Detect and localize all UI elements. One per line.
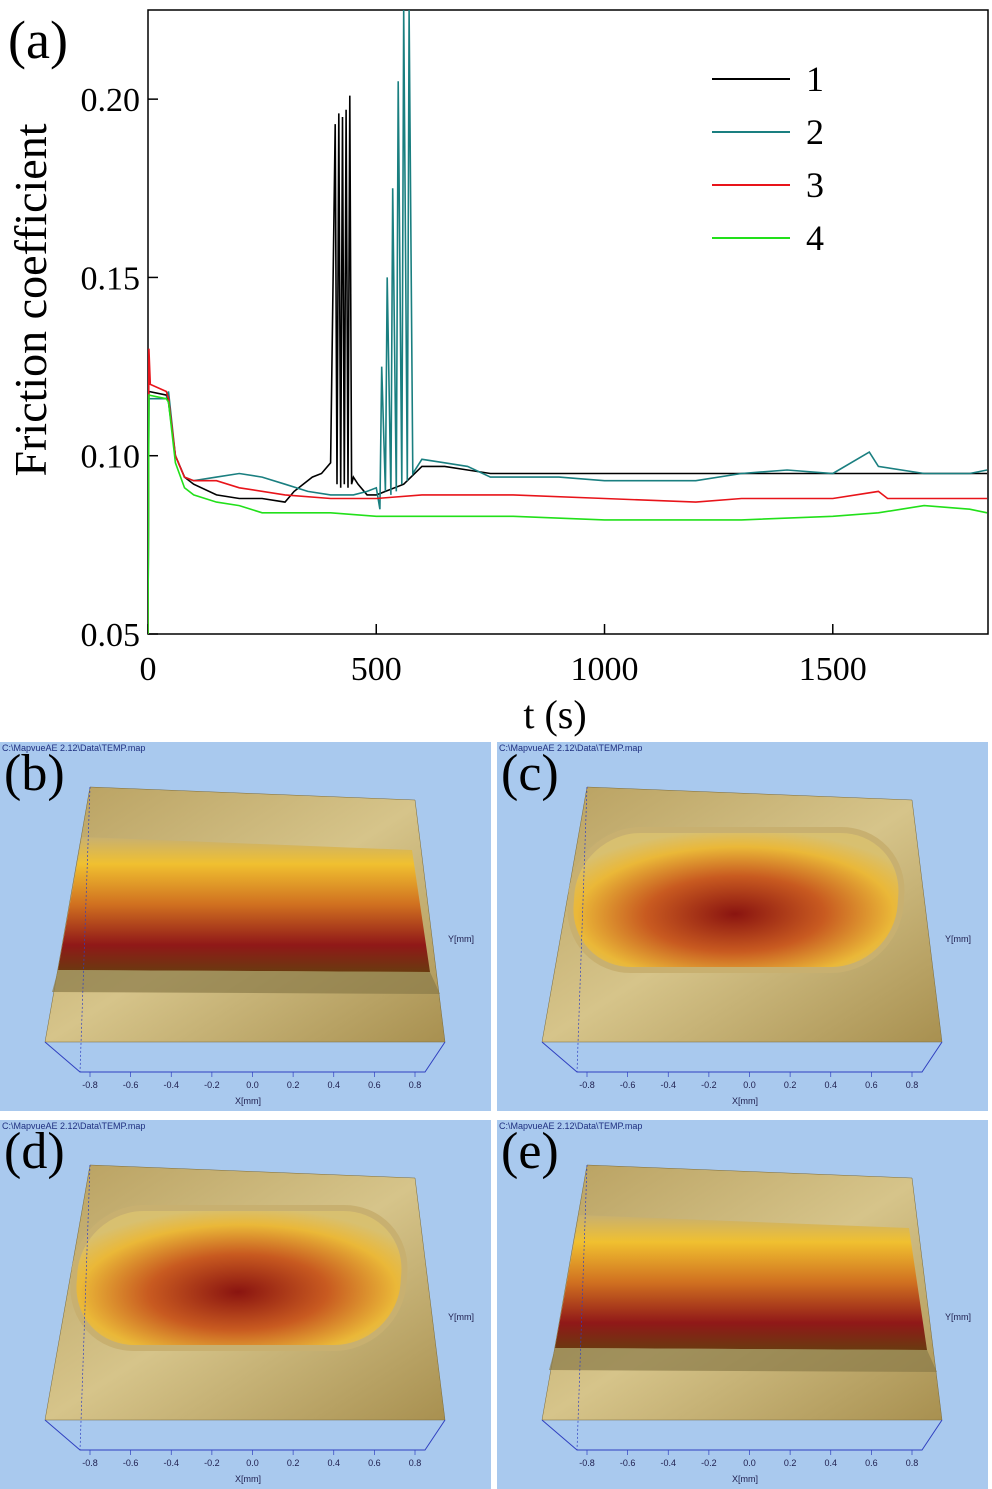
x-tick-label: -0.4 [163,1080,179,1090]
x-tick-label: 0.6 [368,1458,381,1468]
y-axis-label: Y[mm] [448,934,474,944]
x-tick-label: 0.8 [409,1080,422,1090]
x-tick-label: 0.2 [784,1458,797,1468]
bounding-box [576,1164,588,1451]
x-tick-label: 1000 [571,651,639,688]
y-tick-label: 0.10 [81,439,141,476]
x-tick-label: 0.8 [906,1080,919,1090]
legend-label: 3 [806,165,824,205]
y-tick-label: 0.05 [81,617,141,654]
file-path: C:\MapvueAE 2.12\Data\TEMP.map [499,1121,642,1131]
x-tick-label: -0.8 [579,1458,595,1468]
legend-label: 1 [806,59,824,99]
panel-label: (c) [501,745,559,802]
y-axis-label: Y[mm] [448,1312,474,1322]
y-tick-label: 0.15 [81,260,141,297]
y-tick-label: 0.20 [81,82,141,119]
x-tick-label: -0.4 [660,1458,676,1468]
x-tick-label: 0.6 [368,1080,381,1090]
bounding-box [79,1164,91,1451]
x-axis-label: X[mm] [732,1474,758,1484]
chart-a: (a) Friction coefficient t (s) 0.05 0.10 0… [5,9,989,737]
y-axis-label: Y[mm] [945,1312,971,1322]
track-wall [549,1348,937,1372]
x-tick-label: -0.2 [701,1458,717,1468]
x-tick-label: 0.8 [409,1458,422,1468]
x-tick-label: -0.2 [204,1458,220,1468]
panel-label: (a) [8,10,68,70]
x-tick-label: 0.0 [246,1458,259,1468]
series-line [148,10,988,634]
x-tick-label: -0.6 [123,1458,139,1468]
x-tick-label: 0.4 [824,1080,837,1090]
x-tick-label: 0.2 [287,1080,300,1090]
x-tick-label: -0.8 [82,1458,98,1468]
x-tick-label: 0 [140,651,157,688]
file-path: C:\MapvueAE 2.12\Data\TEMP.map [499,743,642,753]
x-tick-label: -0.4 [660,1080,676,1090]
bounding-box [79,786,91,1073]
file-path: C:\MapvueAE 2.12\Data\TEMP.map [2,743,145,753]
surface-panel: C:\MapvueAE 2.12\Data\TEMP.map(c) Y[mm] -0… [497,742,988,1111]
plot-frame [147,9,989,635]
series-line [148,348,988,634]
x-tick-label: 1500 [799,651,867,688]
x-tick-label: 0.4 [327,1458,340,1468]
surface-panel: C:\MapvueAE 2.12\Data\TEMP.map(d) Y[mm] -0… [0,1120,491,1489]
x-tick-label: 0.2 [784,1080,797,1090]
surface-panels: C:\MapvueAE 2.12\Data\TEMP.map(b)Y[mm]-0… [0,742,988,1489]
x-axis-label: X[mm] [235,1096,261,1106]
y-axis-label: Friction coefficient [5,123,56,476]
x-tick-label: -0.6 [620,1080,636,1090]
bounding-box [576,786,588,1073]
x-tick-label: -0.2 [204,1080,220,1090]
panel-label: (e) [501,1123,559,1180]
wear-track [567,827,905,973]
x-axis-label: X[mm] [732,1096,758,1106]
legend-label: 2 [806,112,824,152]
x-tick-label: -0.8 [579,1080,595,1090]
x-tick-label: 0.8 [906,1458,919,1468]
surface-panel: C:\MapvueAE 2.12\Data\TEMP.map(b) Y[mm] -0… [0,742,491,1111]
x-tick-label: -0.6 [123,1080,139,1090]
surface-panel: C:\MapvueAE 2.12\Data\TEMP.map(e) Y[mm] -0… [497,1120,988,1489]
wear-track [58,837,430,972]
track-wall [52,970,440,994]
wear-track [70,1205,408,1351]
series-line [148,394,988,634]
x-tick-label: 0.0 [743,1080,756,1090]
x-tick-label: -0.2 [701,1080,717,1090]
file-path: C:\MapvueAE 2.12\Data\TEMP.map [2,1121,145,1131]
x-axis-label: X[mm] [235,1474,261,1484]
wear-track [555,1215,927,1350]
x-tick-label: -0.4 [163,1458,179,1468]
plot-lines [148,10,988,634]
x-tick-label: -0.6 [620,1458,636,1468]
legend-label: 4 [806,218,824,258]
x-axis-label: t (s) [523,692,586,737]
x-tick-label: 0.4 [327,1080,340,1090]
series-line [148,95,988,634]
x-tick-label: 0.6 [865,1080,878,1090]
x-tick-label: 500 [351,651,402,688]
panel-label: (b) [4,745,65,802]
x-tick-label: 0.6 [865,1458,878,1468]
x-tick-label: 0.0 [743,1458,756,1468]
x-tick-label: 0.0 [246,1080,259,1090]
x-tick-label: -0.8 [82,1080,98,1090]
y-axis-label: Y[mm] [945,934,971,944]
x-tick-label: 0.4 [824,1458,837,1468]
panel-label: (d) [4,1123,65,1180]
x-tick-label: 0.2 [287,1458,300,1468]
